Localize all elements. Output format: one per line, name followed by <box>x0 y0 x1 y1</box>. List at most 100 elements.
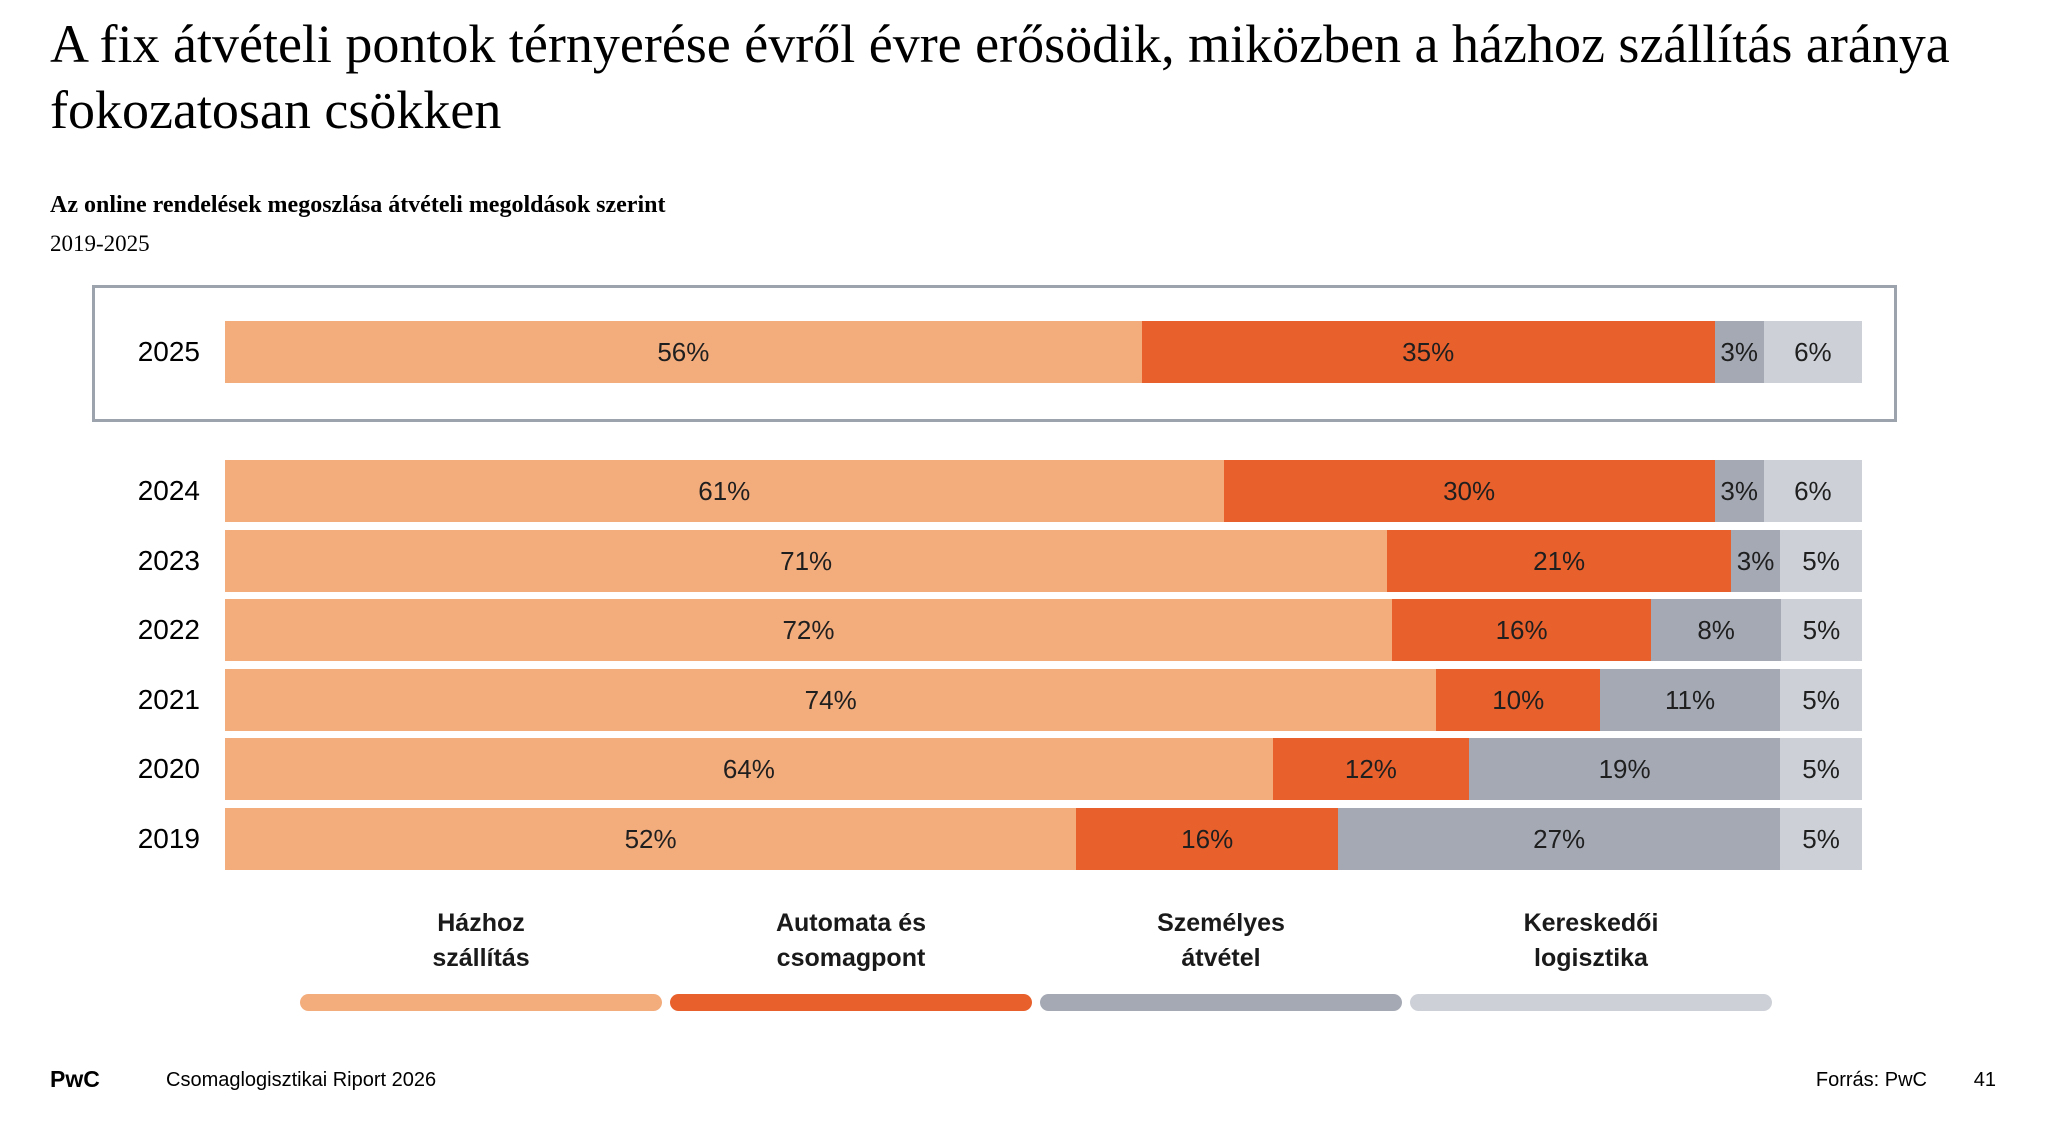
segment-hazhoz-szallitas: 71% <box>225 530 1388 592</box>
year-label-2020: 2020 <box>137 753 200 784</box>
stacked-bar-2019: 52% 16% 27% 5% <box>225 808 1862 870</box>
segment-automata-es-csomagpont: 12% <box>1272 738 1470 800</box>
segment-szemelyes-atvetel: 8% <box>1651 599 1781 661</box>
segment-value-label: 11% <box>1665 684 1716 715</box>
year-label-2021: 2021 <box>137 684 200 715</box>
chart-row-2025: 2025 56% 35% 3% 6% <box>0 321 2048 383</box>
legend-label: Automata és csomagpont <box>775 909 927 972</box>
segment-automata-es-csomagpont: 16% <box>1391 599 1652 661</box>
segment-szemelyes-atvetel: 3% <box>1714 321 1764 383</box>
segment-hazhoz-szallitas: 64% <box>225 738 1273 800</box>
segment-kereskedoi-logisztika: 5% <box>1780 530 1862 592</box>
year-label-2023: 2023 <box>137 545 200 576</box>
legend-item-hazhoz-szallitas: Házhoz szállítás <box>300 906 662 1011</box>
year-label-2025: 2025 <box>137 336 200 367</box>
segment-szemelyes-atvetel: 11% <box>1600 669 1781 731</box>
highlight-box-2025 <box>92 285 1897 422</box>
segment-value-label: 8% <box>1697 614 1735 645</box>
legend-swatch-kereskedoi-logisztika <box>1410 994 1772 1011</box>
segment-value-label: 35% <box>1402 336 1455 367</box>
segment-automata-es-csomagpont: 21% <box>1387 530 1732 592</box>
segment-value-label: 5% <box>1802 753 1840 784</box>
segment-szemelyes-atvetel: 27% <box>1338 808 1781 870</box>
segment-hazhoz-szallitas: 72% <box>225 599 1392 661</box>
segment-automata-es-csomagpont: 30% <box>1223 460 1715 522</box>
segment-value-label: 5% <box>1802 545 1840 576</box>
legend-swatch-hazhoz-szallitas <box>300 994 662 1011</box>
segment-value-label: 5% <box>1802 684 1840 715</box>
segment-value-label: 71% <box>780 545 833 576</box>
segment-value-label: 19% <box>1598 753 1651 784</box>
segment-hazhoz-szallitas: 52% <box>225 808 1077 870</box>
stacked-bar-2024: 61% 30% 3% 6% <box>225 460 1862 522</box>
pwc-logo: PwC <box>50 1066 100 1092</box>
page-title: A fix átvételi pontok térnyerése évről é… <box>50 14 1950 140</box>
chart-row-2020: 2020 64% 12% 19% 5% <box>0 738 2048 800</box>
segment-kereskedoi-logisztika: 5% <box>1780 738 1862 800</box>
segment-value-label: 6% <box>1794 475 1832 506</box>
segment-value-label: 56% <box>657 336 710 367</box>
chart-subtitle: Az online rendelések megoszlása átvételi… <box>50 192 666 218</box>
chart-row-2024: 2024 61% 30% 3% 6% <box>0 460 2048 522</box>
stacked-bar-2025: 56% 35% 3% 6% <box>225 321 1862 383</box>
footer-report-title: Csomaglogisztikai Riport 2026 <box>166 1069 437 1091</box>
segment-value-label: 3% <box>1720 475 1758 506</box>
footer-page-number: 41 <box>1973 1069 1996 1091</box>
segment-hazhoz-szallitas: 74% <box>225 669 1437 731</box>
segment-szemelyes-atvetel: 19% <box>1469 738 1781 800</box>
chart-row-2023: 2023 71% 21% 3% 5% <box>0 530 2048 592</box>
segment-value-label: 6% <box>1794 336 1832 367</box>
stacked-bar-2020: 64% 12% 19% 5% <box>225 738 1862 800</box>
legend-label: Házhoz szállítás <box>432 909 530 972</box>
segment-value-label: 74% <box>804 684 857 715</box>
year-label-2019: 2019 <box>137 823 200 854</box>
segment-value-label: 52% <box>624 823 677 854</box>
segment-value-label: 10% <box>1492 684 1545 715</box>
segment-value-label: 12% <box>1344 753 1397 784</box>
segment-kereskedoi-logisztika: 5% <box>1780 599 1862 661</box>
segment-value-label: 16% <box>1495 614 1548 645</box>
segment-value-label: 16% <box>1181 823 1234 854</box>
chart-row-2019: 2019 52% 16% 27% 5% <box>0 808 2048 870</box>
year-label-2022: 2022 <box>137 614 200 645</box>
segment-automata-es-csomagpont: 35% <box>1141 321 1715 383</box>
year-label-2024: 2024 <box>137 475 200 506</box>
segment-value-label: 3% <box>1736 545 1775 576</box>
segment-kereskedoi-logisztika: 5% <box>1780 669 1862 731</box>
segment-value-label: 72% <box>782 614 835 645</box>
segment-value-label: 5% <box>1802 614 1841 645</box>
segment-value-label: 21% <box>1533 545 1586 576</box>
segment-value-label: 5% <box>1802 823 1840 854</box>
chart-row-2022: 2022 72% 16% 8% 5% <box>0 599 2048 661</box>
segment-automata-es-csomagpont: 10% <box>1436 669 1601 731</box>
segment-hazhoz-szallitas: 56% <box>225 321 1142 383</box>
legend-swatch-automata-es-csomagpont <box>670 994 1032 1011</box>
footer-source: Forrás: PwC <box>1815 1069 1927 1091</box>
segment-kereskedoi-logisztika: 5% <box>1780 808 1862 870</box>
legend-label: Személyes átvétel <box>1157 909 1285 972</box>
segment-kereskedoi-logisztika: 6% <box>1763 321 1862 383</box>
stacked-bar-2023: 71% 21% 3% 5% <box>225 530 1862 592</box>
legend-label: Kereskedői logisztika <box>1523 909 1659 972</box>
segment-automata-es-csomagpont: 16% <box>1076 808 1339 870</box>
segment-value-label: 3% <box>1720 336 1758 367</box>
segment-value-label: 64% <box>722 753 775 784</box>
segment-value-label: 61% <box>698 475 751 506</box>
chart-row-2021: 2021 74% 10% 11% 5% <box>0 669 2048 731</box>
legend-item-automata-es-csomagpont: Automata és csomagpont <box>670 906 1032 1011</box>
segment-hazhoz-szallitas: 61% <box>225 460 1224 522</box>
segment-value-label: 27% <box>1533 823 1586 854</box>
chart-period: 2019-2025 <box>50 231 150 256</box>
segment-szemelyes-atvetel: 3% <box>1731 530 1781 592</box>
stacked-bar-2022: 72% 16% 8% 5% <box>225 599 1862 661</box>
segment-kereskedoi-logisztika: 6% <box>1763 460 1862 522</box>
segment-szemelyes-atvetel: 3% <box>1714 460 1764 522</box>
segment-value-label: 30% <box>1443 475 1496 506</box>
stacked-bar-2021: 74% 10% 11% 5% <box>225 669 1862 731</box>
legend-item-kereskedoi-logisztika: Kereskedői logisztika <box>1410 906 1772 1011</box>
chart-legend: Házhoz szállítás Automata és csomagpont Sz… <box>300 906 1780 1011</box>
legend-swatch-szemelyes-atvetel <box>1040 994 1402 1011</box>
legend-item-szemelyes-atvetel: Személyes átvétel <box>1040 906 1402 1011</box>
